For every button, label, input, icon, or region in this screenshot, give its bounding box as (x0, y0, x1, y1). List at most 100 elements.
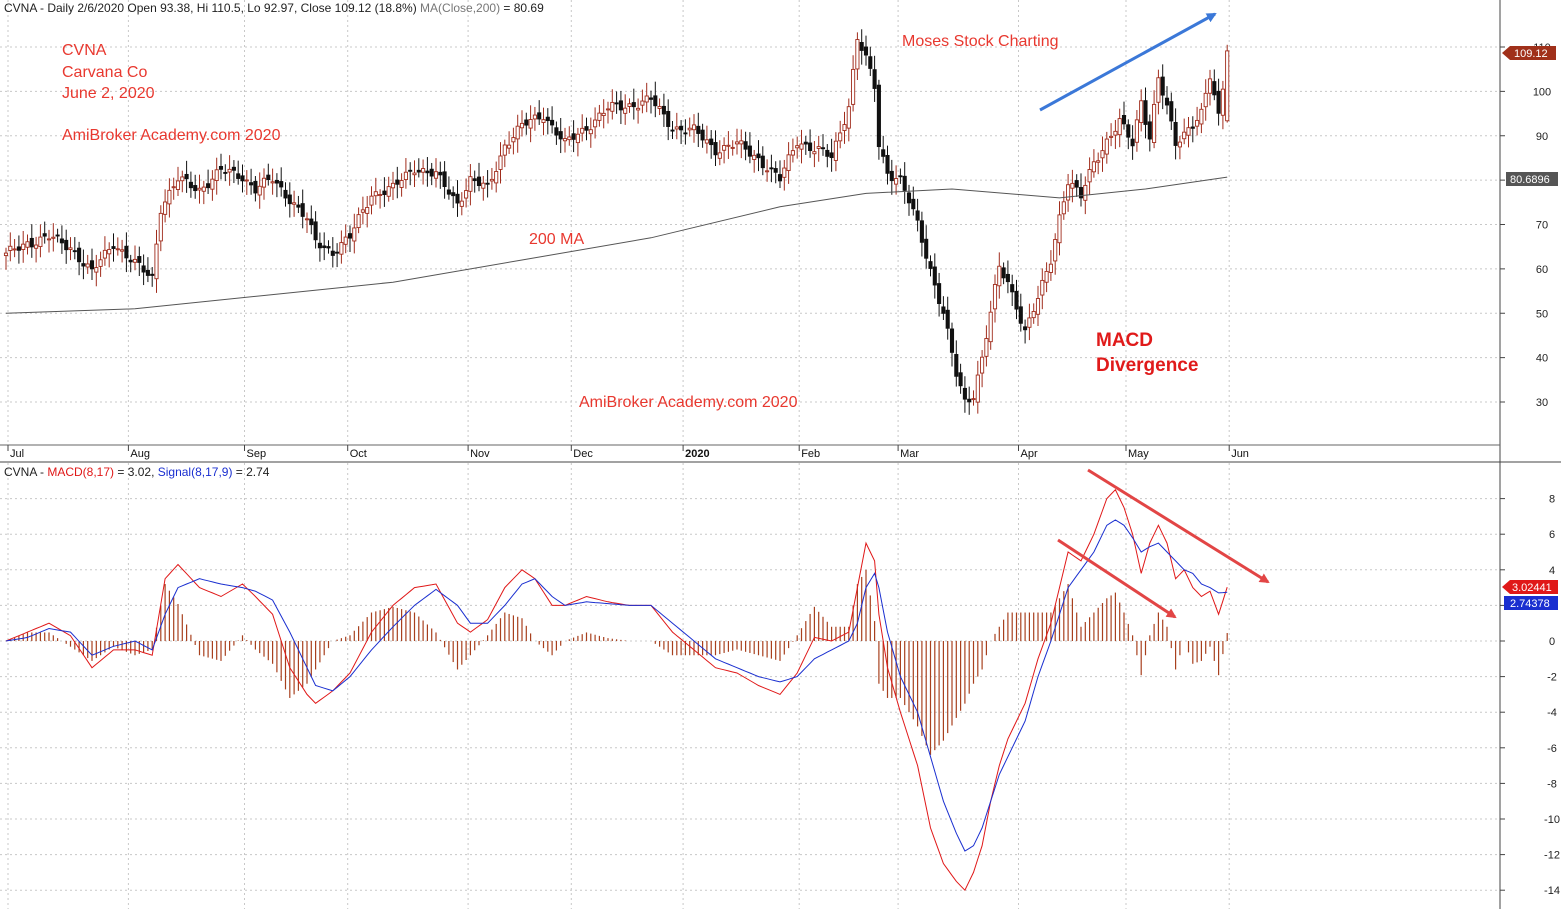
price-y-tick-label: 70 (1536, 220, 1548, 232)
macd-header-label: MACD(8,17) (47, 465, 114, 479)
candle (8, 232, 13, 262)
candle-body (1083, 184, 1088, 201)
candle-body (1117, 118, 1122, 136)
candle (722, 137, 727, 164)
candle (489, 167, 494, 190)
candle (46, 229, 52, 253)
candle (868, 46, 873, 77)
macd-y-tick-label: 6 (1549, 529, 1555, 541)
candle (967, 386, 972, 415)
candle-body (588, 129, 593, 135)
candle-body (674, 126, 679, 130)
candle (395, 166, 400, 199)
candle-body (666, 110, 671, 127)
candle-body (55, 234, 60, 237)
candle-body (601, 112, 606, 116)
candle-body (803, 141, 808, 145)
candle (984, 325, 989, 367)
candle (593, 107, 598, 139)
candle-body (227, 168, 232, 173)
candle (51, 223, 56, 252)
candle-body (1087, 169, 1092, 183)
candle (674, 112, 679, 140)
candle-body (820, 147, 826, 150)
candle-body (932, 266, 937, 286)
candle-body (154, 243, 159, 280)
candle (85, 254, 90, 274)
candle-body (429, 168, 434, 177)
candle (1220, 80, 1225, 130)
candle-body (1203, 92, 1208, 108)
candle (1018, 293, 1023, 332)
candle (137, 246, 142, 277)
candle (279, 167, 284, 197)
candle (244, 170, 249, 195)
candle-body (833, 140, 838, 161)
candle-body (455, 193, 460, 204)
candle-body (765, 170, 770, 173)
candle-body (739, 140, 744, 145)
candle-body (954, 354, 959, 377)
candle-body (102, 249, 107, 259)
candle (167, 178, 172, 218)
candle (863, 35, 869, 66)
candle-body (489, 178, 494, 182)
candle-body (132, 258, 138, 263)
candle (197, 174, 202, 204)
candle-body (175, 180, 181, 190)
candle (175, 166, 181, 196)
candle (150, 267, 155, 287)
ma200-line (5, 176, 1228, 314)
candle-body (433, 171, 439, 179)
candle (132, 245, 138, 271)
candle-body (360, 209, 365, 213)
candle-body (550, 119, 555, 126)
candle (378, 189, 383, 209)
candle-body (1186, 127, 1191, 136)
candle-body (408, 169, 413, 172)
candle-body (1216, 90, 1221, 114)
candle (717, 140, 722, 166)
candle (610, 89, 615, 120)
candle (545, 108, 550, 135)
candle (283, 182, 288, 207)
candle (1173, 108, 1178, 160)
candle-body (145, 269, 150, 276)
candle-body (25, 241, 30, 248)
candle (971, 390, 976, 406)
candle-body (94, 267, 99, 273)
macd-y-tick-label: 4 (1549, 565, 1555, 577)
candle-body (992, 284, 998, 310)
candle (975, 360, 980, 414)
candle (696, 112, 701, 148)
candle-body (1182, 131, 1187, 140)
candle (352, 213, 357, 254)
candle (498, 142, 503, 184)
candle (429, 162, 434, 186)
candle (98, 251, 103, 277)
price-header: CVNA - Daily 2/6/2020 Open 93.38, Hi 110… (4, 1, 544, 15)
candle-body (214, 169, 219, 181)
candle-body (1001, 267, 1006, 279)
candle (124, 232, 129, 273)
candle (494, 161, 499, 193)
candle-body (1091, 161, 1096, 173)
candle-body (1070, 182, 1075, 189)
candle (64, 229, 69, 264)
candle (188, 171, 193, 198)
candle (842, 111, 847, 144)
candle (588, 117, 593, 148)
ma-value-badge: 80.6896 (1506, 172, 1558, 186)
candle (365, 196, 370, 228)
candle (292, 190, 297, 217)
candle-body (743, 141, 748, 150)
candle (89, 248, 95, 281)
candle (218, 153, 224, 180)
candle (38, 224, 43, 258)
candle-body (911, 198, 916, 210)
price-y-tick-label: 90 (1536, 131, 1548, 143)
candle (773, 161, 778, 184)
candle (627, 98, 632, 113)
candle-body (962, 387, 967, 400)
